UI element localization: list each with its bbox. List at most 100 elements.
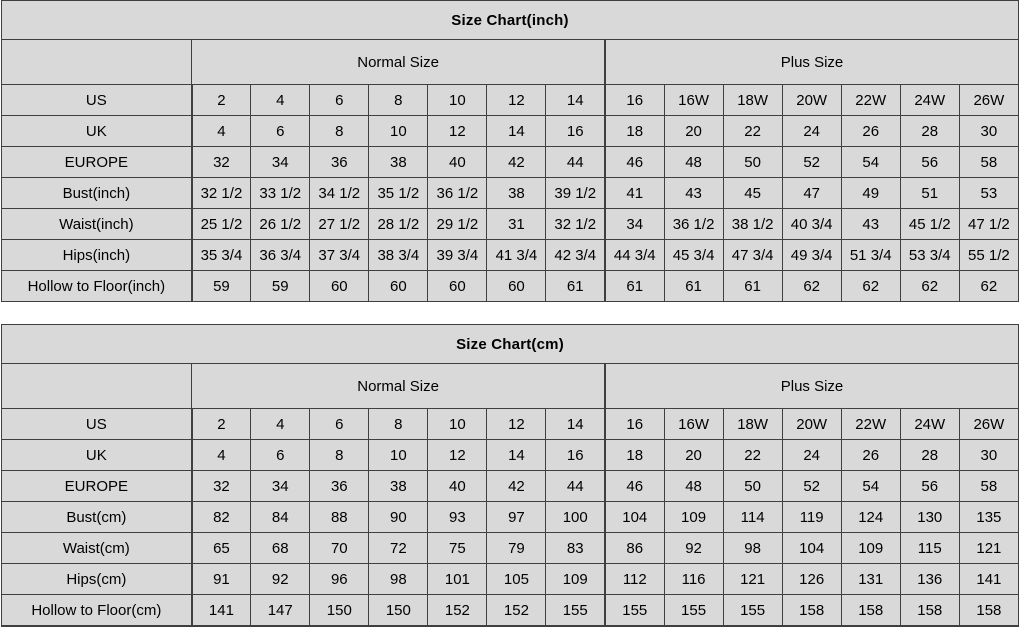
cell: 58	[958, 470, 1020, 502]
cell: 92	[250, 563, 311, 595]
table-row: EUROPE 32 34 36 38 40 42 44 46 48 50 52 …	[0, 146, 1020, 178]
cell: 50	[722, 146, 783, 178]
cell: 65	[190, 532, 252, 564]
cell: 18W	[722, 84, 783, 116]
table-row: Hollow to Floor(inch) 59 59 60 60 60 60 …	[0, 270, 1020, 302]
cell: 114	[722, 501, 783, 533]
cell: 34	[250, 470, 311, 502]
cell: 36	[309, 470, 370, 502]
cell: 10	[368, 115, 429, 147]
cell: 16W	[663, 408, 724, 440]
inch-group-normal-size: Normal Size	[191, 39, 606, 85]
cell: 30	[958, 115, 1020, 147]
cell: 14	[486, 439, 547, 471]
cell: 124	[840, 501, 901, 533]
cell: 48	[663, 470, 724, 502]
cell: 12	[486, 408, 547, 440]
cell: 51 3/4	[840, 239, 901, 271]
cell: 6	[250, 115, 311, 147]
cell: 33 1/2	[250, 177, 311, 209]
cell: 32	[190, 470, 252, 502]
cell: 141	[190, 594, 252, 626]
cell: 52	[781, 146, 842, 178]
cell: 18	[603, 115, 665, 147]
cell: 16	[545, 115, 606, 147]
cell: 84	[250, 501, 311, 533]
cell: 45	[722, 177, 783, 209]
cell: 26W	[958, 84, 1020, 116]
cell: 34	[603, 208, 665, 240]
table-gap-spacer	[0, 302, 1024, 324]
inch-row-label-waist: Waist(inch)	[0, 208, 193, 240]
cell: 54	[840, 470, 901, 502]
cell: 126	[781, 563, 842, 595]
cell: 47 1/2	[958, 208, 1020, 240]
cell: 68	[250, 532, 311, 564]
cell: 62	[899, 270, 960, 302]
cell: 109	[840, 532, 901, 564]
cell: 97	[486, 501, 547, 533]
cell: 31	[486, 208, 547, 240]
cell: 14	[545, 84, 606, 116]
cell: 60	[368, 270, 429, 302]
cell: 2	[190, 408, 252, 440]
cell: 131	[840, 563, 901, 595]
cell: 60	[309, 270, 370, 302]
cell: 20W	[781, 84, 842, 116]
cell: 104	[603, 501, 665, 533]
cell: 26	[840, 439, 901, 471]
cell: 36 3/4	[250, 239, 311, 271]
cell: 58	[958, 146, 1020, 178]
cell: 48	[663, 146, 724, 178]
cm-row-label-waist: Waist(cm)	[0, 532, 193, 564]
cm-chart-title: Size Chart(cm)	[1, 324, 1019, 364]
cell: 42	[486, 146, 547, 178]
table-row: US 2 4 6 8 10 12 14 16 16W 18W 20W 22W 2…	[0, 408, 1020, 440]
cell: 60	[486, 270, 547, 302]
cell: 52	[781, 470, 842, 502]
cell: 100	[545, 501, 606, 533]
cell: 16	[545, 439, 606, 471]
size-chart-inch-block: Size Chart(inch) Normal Size Plus Size U…	[0, 0, 1021, 302]
cell: 72	[368, 532, 429, 564]
cell: 34	[250, 146, 311, 178]
cell: 40 3/4	[781, 208, 842, 240]
cell: 38 1/2	[722, 208, 783, 240]
cell: 6	[250, 439, 311, 471]
cell: 43	[840, 208, 901, 240]
cell: 12	[427, 439, 488, 471]
cell: 44	[545, 470, 606, 502]
cell: 24	[781, 439, 842, 471]
cell: 44 3/4	[603, 239, 665, 271]
cell: 30	[958, 439, 1020, 471]
cell: 41 3/4	[486, 239, 547, 271]
table-row: Waist(inch) 25 1/2 26 1/2 27 1/2 28 1/2 …	[0, 208, 1020, 240]
cell: 49	[840, 177, 901, 209]
cell: 10	[427, 408, 488, 440]
cell: 135	[958, 501, 1020, 533]
cell: 155	[722, 594, 783, 626]
cell: 22W	[840, 408, 901, 440]
cell: 109	[545, 563, 606, 595]
cell: 70	[309, 532, 370, 564]
cell: 26	[840, 115, 901, 147]
cell: 155	[545, 594, 606, 626]
cell: 46	[603, 470, 665, 502]
cell: 158	[840, 594, 901, 626]
cell: 10	[368, 439, 429, 471]
cell: 155	[663, 594, 724, 626]
cm-group-plus-size: Plus Size	[604, 363, 1019, 409]
inch-row-label-hollow-to-floor: Hollow to Floor(inch)	[0, 270, 193, 302]
cell: 28	[899, 115, 960, 147]
cell: 136	[899, 563, 960, 595]
cell: 28 1/2	[368, 208, 429, 240]
cell: 152	[486, 594, 547, 626]
cell: 92	[663, 532, 724, 564]
cell: 37 3/4	[309, 239, 370, 271]
cm-title-row: Size Chart(cm)	[1, 324, 1019, 364]
cell: 45 3/4	[663, 239, 724, 271]
cell: 24W	[899, 84, 960, 116]
cell: 60	[427, 270, 488, 302]
cell: 56	[899, 146, 960, 178]
cm-row-label-hips: Hips(cm)	[0, 563, 193, 595]
